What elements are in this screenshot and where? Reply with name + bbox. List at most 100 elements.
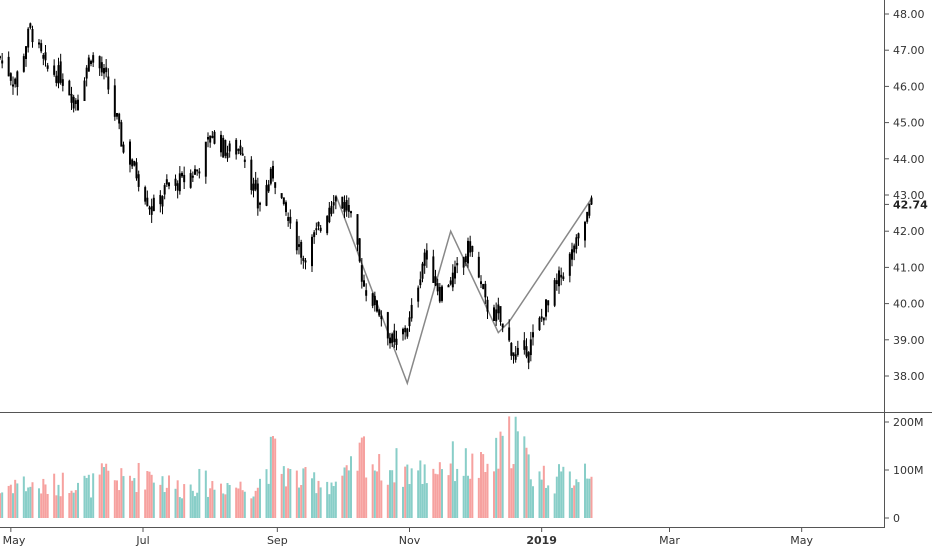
volume-bar (555, 476, 558, 518)
candle-body (441, 286, 443, 301)
candle-body (256, 183, 259, 209)
candle-body (315, 228, 318, 231)
volume-bar (568, 471, 571, 518)
candle-body (44, 52, 47, 61)
volume-bar (512, 464, 515, 518)
candle-body (53, 65, 56, 75)
candle-body (334, 196, 337, 202)
volume-tick-label: 100M (893, 464, 924, 477)
volume-bar (77, 482, 79, 518)
price-tick-label: 45.00 (893, 117, 925, 130)
volume-bar (280, 473, 283, 518)
volume-bar (61, 472, 64, 518)
candle-body (55, 75, 58, 83)
candle-body (269, 168, 272, 184)
volume-bar (538, 471, 541, 518)
candle-body (105, 67, 108, 73)
volume-bar (358, 442, 361, 518)
candle-body (562, 276, 565, 280)
candle-body (178, 173, 181, 192)
volume-bar (7, 485, 10, 518)
volume-bar (220, 483, 222, 518)
volume-bar (542, 465, 545, 518)
candle-body (272, 165, 274, 179)
volume-bar (168, 475, 170, 518)
volume-bar (87, 474, 90, 518)
volume-bar (295, 470, 298, 518)
candle-body (514, 354, 517, 360)
candle-body (152, 197, 155, 212)
candle-body (371, 293, 374, 306)
volume-bar (545, 487, 547, 518)
volume-bar (68, 493, 71, 518)
volume-bar (14, 479, 17, 518)
candle-body (590, 197, 593, 205)
volume-bar (27, 487, 30, 518)
candle-body (12, 84, 14, 87)
volume-bar (161, 476, 164, 518)
volume-bar (438, 462, 441, 518)
volume-bar (150, 474, 153, 518)
volume-bar (298, 487, 300, 518)
candle-body (393, 330, 396, 343)
candle-body (471, 245, 474, 252)
volume-bar (289, 469, 292, 518)
candle-body (529, 339, 532, 356)
volume-bar (254, 490, 257, 518)
volume-bar (204, 470, 207, 518)
candle-body (376, 300, 378, 312)
volume-bar (462, 475, 465, 518)
time-tick-label: Jul (135, 534, 149, 547)
candle-body (438, 286, 441, 302)
candle-body (523, 340, 526, 350)
candle-body (267, 184, 270, 192)
candle-body (295, 221, 298, 251)
volume-bar (224, 494, 227, 518)
candle-body (1, 60, 4, 64)
volume-bar (16, 483, 19, 518)
volume-bar (480, 452, 482, 518)
candle-body (300, 241, 303, 258)
candle-body (198, 171, 201, 174)
volume-bar (410, 468, 413, 518)
candle-body (573, 245, 576, 253)
volume-bar (482, 454, 485, 518)
volume-bar (378, 454, 381, 518)
candle-body (456, 263, 459, 266)
volume-bar (159, 484, 162, 518)
volume-bar (406, 464, 409, 518)
volume-bar (408, 484, 411, 518)
candle-body (510, 342, 513, 356)
candle-body (25, 46, 27, 59)
candle-body (189, 173, 192, 188)
candle-body (150, 206, 153, 215)
candle-body (386, 312, 389, 339)
candle-body (148, 207, 151, 210)
time-tick-label: Nov (399, 534, 421, 547)
price-tick-label: 47.00 (893, 44, 925, 57)
candle-body (436, 283, 439, 292)
volume-bar (239, 481, 242, 518)
candle-body (161, 196, 164, 207)
pattern-lines (335, 194, 593, 386)
candle-body (9, 73, 12, 81)
volume-bar (501, 435, 504, 518)
volume-bar (441, 469, 443, 518)
candle-body (0, 56, 1, 59)
candle-body (137, 174, 140, 187)
candle-body (129, 141, 131, 165)
candle-body (516, 347, 519, 355)
volume-bar (525, 447, 528, 518)
candle-body (406, 328, 409, 337)
candle-body (558, 270, 560, 287)
candle-body (224, 140, 227, 156)
candle-body (107, 76, 110, 90)
candle-body (577, 233, 580, 239)
candle-body (254, 179, 257, 190)
volume-bar (317, 480, 320, 518)
volume-bar (497, 468, 500, 518)
volume-bar (363, 436, 365, 518)
volume-bar (241, 490, 244, 518)
volume-bar (118, 490, 121, 518)
volume-bar (282, 466, 285, 518)
